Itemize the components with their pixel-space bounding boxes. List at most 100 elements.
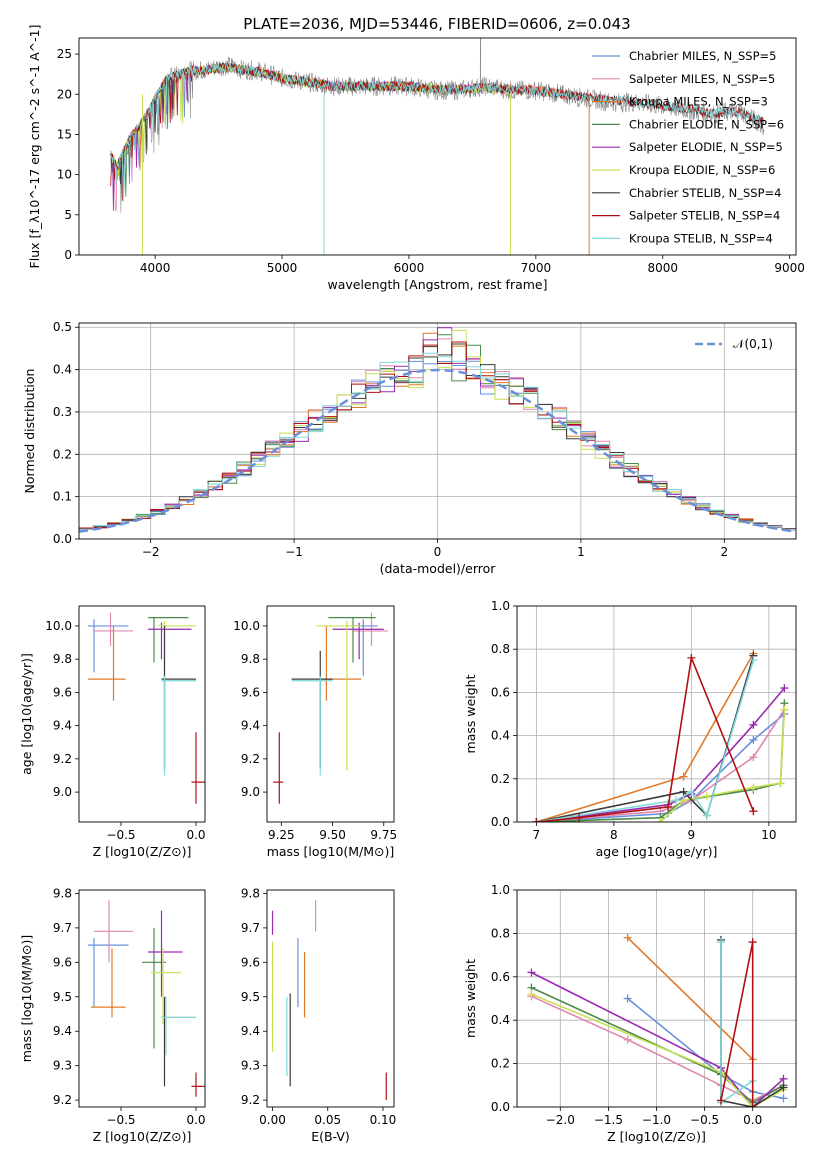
y-tick-label: 25 bbox=[57, 47, 72, 61]
error-bar-point bbox=[344, 619, 378, 676]
y-tick-label: 9.7 bbox=[241, 921, 260, 935]
panel-mass-weight-vs-Z: −2.0 −1.5 −1.0 −0.5 0.0 0.0 0.2 0.4 0.6 0.8 1.0 Z [… bbox=[463, 883, 797, 1144]
axes-frame bbox=[78, 322, 797, 540]
y-tick-label: 0.4 bbox=[491, 1013, 510, 1027]
axes-frame bbox=[78, 37, 797, 256]
y-tick-label: 9.2 bbox=[53, 1093, 72, 1107]
error-bar-point bbox=[151, 948, 181, 1025]
plot-area bbox=[273, 612, 388, 804]
error-bar-point bbox=[332, 622, 384, 660]
axes-frame bbox=[266, 605, 395, 823]
gaussian-curve bbox=[79, 368, 796, 533]
weight-series-line bbox=[536, 654, 755, 822]
error-bar-point bbox=[148, 910, 183, 997]
y-tick-label: 0.0 bbox=[491, 815, 510, 829]
legend: 𝒩(0,1) bbox=[695, 337, 773, 351]
x-tick-label: 5000 bbox=[267, 261, 298, 275]
histogram-step-line bbox=[79, 352, 796, 530]
error-bar-point bbox=[161, 996, 196, 1056]
weight-point-marker bbox=[702, 792, 711, 801]
y-tick-label: 0.4 bbox=[53, 363, 72, 377]
axes-frame bbox=[78, 605, 206, 823]
legend-entry: 𝒩(0,1) bbox=[733, 337, 773, 351]
weight-series bbox=[532, 653, 758, 822]
weight-point-marker bbox=[748, 938, 757, 947]
weight-point-marker bbox=[749, 656, 758, 664]
y-axis-label: mass weight bbox=[463, 674, 478, 753]
x-tick-label: 0.00 bbox=[259, 1113, 286, 1127]
weight-point-marker bbox=[679, 796, 688, 805]
spectrum-model-line bbox=[110, 63, 511, 177]
y-tick-label: 9.2 bbox=[53, 752, 72, 766]
x-axis-label: wavelength [Angstrom, rest frame] bbox=[327, 277, 547, 292]
error-bar-point bbox=[291, 675, 333, 776]
legend-entry: Chabrier STELIB, N_SSP=4 bbox=[629, 186, 781, 200]
weight-point-marker bbox=[679, 772, 688, 781]
y-tick-label: 9.8 bbox=[53, 652, 72, 666]
y-tick-label: 9.6 bbox=[53, 685, 72, 699]
weight-point-marker bbox=[716, 938, 725, 947]
y-axis-label: age [log10(age/yr)] bbox=[19, 653, 34, 775]
weight-series-line bbox=[531, 971, 785, 1107]
legend-entry: Kroupa STELIB, N_SSP=4 bbox=[629, 231, 773, 245]
weight-series-line bbox=[536, 659, 755, 822]
x-tick-label: 0.05 bbox=[314, 1113, 341, 1127]
y-tick-label: 15 bbox=[57, 127, 72, 141]
weight-point-marker bbox=[679, 787, 688, 796]
legend: Chabrier MILES, N_SSP=5 Salpeter MILES, N… bbox=[592, 49, 784, 245]
legend-entry: Kroupa ELODIE, N_SSP=6 bbox=[629, 163, 775, 177]
weight-point-marker bbox=[687, 653, 696, 662]
y-tick-label: 9.4 bbox=[53, 1024, 72, 1038]
x-tick-label: 9.25 bbox=[268, 828, 295, 842]
x-tick-label: 2 bbox=[720, 545, 728, 559]
weight-point-marker bbox=[749, 720, 758, 729]
legend-entry: Kroupa MILES, N_SSP=3 bbox=[629, 95, 768, 109]
y-tick-label: 9.6 bbox=[241, 685, 260, 699]
x-axis-label: Z [log10(Z/Z⊙)] bbox=[93, 844, 192, 859]
error-bar-point bbox=[148, 617, 189, 663]
error-bar-point bbox=[88, 619, 129, 673]
y-tick-label: 9.3 bbox=[53, 1059, 72, 1073]
x-tick-label: 9.75 bbox=[370, 828, 397, 842]
x-tick-label: 0.0 bbox=[186, 828, 205, 842]
y-tick-label: 0.4 bbox=[491, 729, 510, 743]
x-tick-label: 8000 bbox=[647, 261, 678, 275]
y-tick-label: 9.4 bbox=[241, 1024, 260, 1038]
y-tick-label: 9.2 bbox=[241, 1093, 260, 1107]
y-tick-label: 9.5 bbox=[241, 990, 260, 1004]
plot-area bbox=[271, 900, 387, 1101]
x-axis-label: E(B-V) bbox=[311, 1129, 350, 1144]
weight-point-marker bbox=[779, 1094, 788, 1103]
error-bar-point bbox=[191, 1072, 205, 1097]
weight-point-marker bbox=[749, 783, 758, 792]
x-tick-label: −1.0 bbox=[642, 1113, 671, 1127]
weight-series-line bbox=[536, 703, 786, 822]
legend-entry: Salpeter MILES, N_SSP=5 bbox=[629, 72, 775, 86]
weight-point-marker bbox=[780, 705, 789, 714]
weight-point-marker bbox=[623, 994, 632, 1003]
weight-point-marker bbox=[623, 1035, 632, 1044]
panel-age-vs-mass: 9.25 9.50 9.75 9.0 9.2 9.4 9.6 9.8 10.0 mass [log… bbox=[233, 605, 397, 859]
y-tick-label: 0.2 bbox=[53, 447, 72, 461]
y-tick-label: 9.0 bbox=[53, 785, 72, 799]
weight-series-line bbox=[659, 709, 786, 822]
y-tick-label: 0.1 bbox=[53, 490, 72, 504]
x-axis-label: (data-model)/error bbox=[380, 561, 497, 576]
weight-point-marker bbox=[748, 1103, 757, 1107]
plot-area bbox=[79, 323, 796, 539]
weight-point-marker bbox=[776, 779, 785, 788]
weight-point-marker bbox=[779, 1074, 788, 1083]
weight-series-line bbox=[627, 997, 784, 1100]
weight-point-marker bbox=[623, 933, 632, 942]
x-tick-label: −0.5 bbox=[106, 828, 135, 842]
y-tick-label: 9.0 bbox=[241, 785, 260, 799]
y-axis-label: Flux [f_λ10^-17 erg cm^-2 s^-1 A^-1] bbox=[27, 25, 42, 269]
y-tick-label: 9.3 bbox=[241, 1059, 260, 1073]
y-tick-label: 9.8 bbox=[241, 886, 260, 900]
x-tick-label: 0.10 bbox=[370, 1113, 397, 1127]
y-tick-label: 0 bbox=[64, 248, 72, 262]
x-tick-label: −1 bbox=[285, 545, 303, 559]
weight-series bbox=[716, 938, 757, 1107]
legend-entry: Salpeter STELIB, N_SSP=4 bbox=[629, 209, 780, 223]
